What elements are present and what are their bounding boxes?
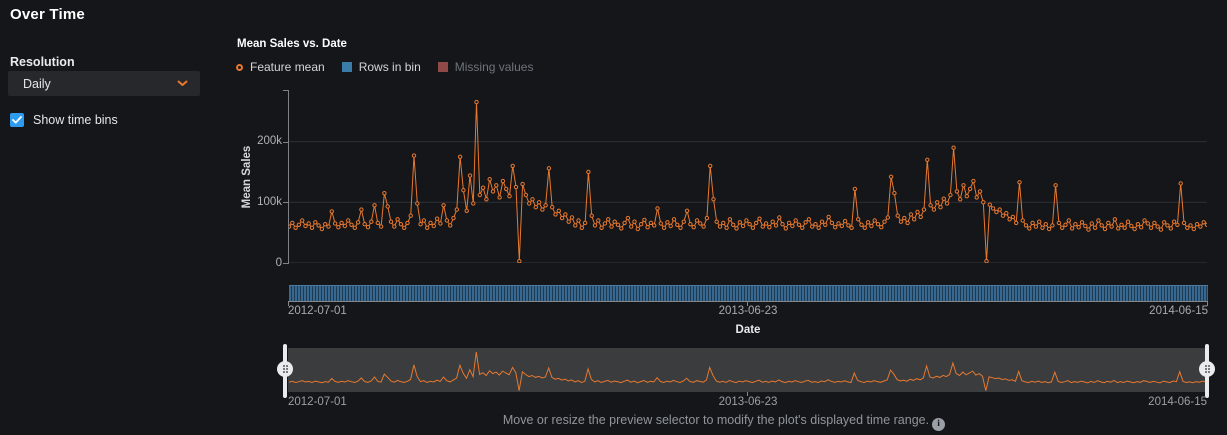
page-title: Over Time — [10, 6, 85, 23]
x-tick-start: 2012-07-01 — [288, 305, 347, 317]
preview-left-handle-grip[interactable] — [277, 361, 293, 377]
checkbox-checked-icon — [10, 113, 24, 127]
preview-tick-mid: 2013-06-23 — [718, 396, 778, 408]
x-axis-title: Date — [735, 324, 761, 336]
preview-tick-start: 2012-07-01 — [288, 396, 347, 408]
resolution-value: Daily — [23, 76, 51, 91]
info-icon[interactable]: i — [932, 417, 946, 431]
show-time-bins-label: Show time bins — [33, 113, 118, 127]
rows-in-bin-square-icon — [341, 62, 352, 72]
y-axis-tick — [283, 90, 288, 91]
show-time-bins-checkbox[interactable]: Show time bins — [10, 113, 118, 127]
x-axis-line — [288, 301, 1208, 302]
rows-in-bin-strip — [289, 285, 1208, 301]
preview-right-handle-grip[interactable] — [1199, 361, 1215, 377]
preview-selector-track[interactable] — [288, 348, 1207, 392]
chart-legend: Feature mean Rows in bin Missing values — [236, 60, 533, 74]
preview-hint: Move or resize the preview selector to m… — [237, 413, 1211, 431]
legend-item-missing-values[interactable]: Missing values — [437, 60, 534, 74]
chevron-down-icon — [177, 80, 188, 87]
legend-label: Rows in bin — [358, 60, 421, 74]
hint-text: Move or resize the preview selector to m… — [502, 413, 930, 427]
preview-mini-chart — [288, 349, 1207, 391]
x-tick-mid: 2013-06-23 — [718, 305, 778, 317]
y-axis-line — [288, 90, 289, 264]
preview-axis-tick — [747, 392, 748, 396]
x-tick-end: 2014-06-15 — [1149, 305, 1208, 317]
mean-sales-line-chart — [286, 90, 1210, 264]
x-axis-tick — [747, 302, 748, 306]
grip-dots-icon — [282, 365, 288, 373]
y-tick-0: 0 — [275, 257, 282, 269]
legend-label: Feature mean — [250, 60, 325, 74]
x-axis-tick — [288, 302, 289, 306]
feature-mean-ring-icon — [236, 63, 243, 71]
chart-title: Mean Sales vs. Date — [237, 38, 347, 50]
legend-item-feature-mean[interactable]: Feature mean — [236, 60, 325, 74]
y-axis-tick — [283, 202, 288, 203]
legend-label: Missing values — [454, 60, 534, 74]
missing-values-square-icon — [437, 62, 448, 72]
y-tick-200k: 200k — [257, 135, 282, 147]
y-tick-100k: 100k — [257, 196, 282, 208]
resolution-label: Resolution — [10, 55, 75, 69]
y-axis-tick — [283, 263, 288, 264]
y-axis-tick — [283, 142, 288, 143]
legend-item-rows-in-bin[interactable]: Rows in bin — [341, 60, 421, 74]
x-axis-tick — [1207, 302, 1208, 306]
preview-tick-end: 2014-06-15 — [1148, 396, 1207, 408]
grip-dots-icon — [1204, 365, 1210, 373]
resolution-select[interactable]: Daily — [8, 71, 200, 96]
